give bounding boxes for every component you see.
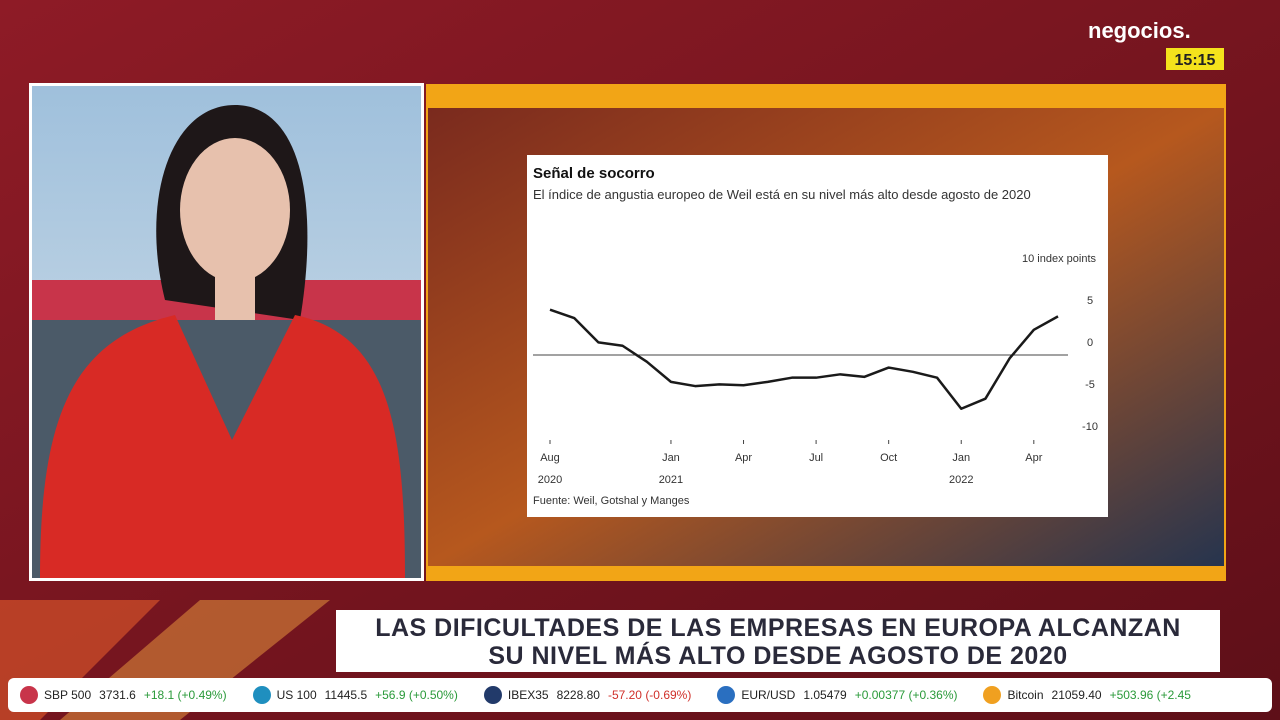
chart-subtitle: El índice de angustia europeo de Weil es… bbox=[533, 187, 1031, 202]
ticker-value: 8228.80 bbox=[556, 688, 600, 702]
chart-title: Señal de socorro bbox=[533, 165, 655, 182]
ticker: SBP 500 3731.6 +18.1 (+0.49%) US 100 11445.5… bbox=[8, 678, 1272, 712]
x-tick-label: Apr bbox=[1025, 452, 1043, 464]
ticker-name: US 100 bbox=[276, 688, 317, 702]
ticker-value: 3731.6 bbox=[99, 688, 136, 702]
ticker-change: -57.20 (-0.69%) bbox=[607, 688, 692, 702]
clock: 15:15 bbox=[1175, 52, 1216, 69]
ticker-icon bbox=[252, 686, 271, 704]
presenter-dress bbox=[40, 315, 405, 578]
presenter-face bbox=[180, 138, 290, 282]
ticker-change: +18.1 (+0.49%) bbox=[143, 688, 227, 702]
x-tick-label: Jan 2021 bbox=[658, 452, 684, 486]
x-tick-label: Apr bbox=[734, 452, 753, 464]
y-tick-label: 5 bbox=[1086, 295, 1094, 307]
ticker-name: Bitcoin bbox=[1007, 688, 1044, 702]
ticker-name: IBEX35 bbox=[507, 688, 549, 702]
headline-line: SU NIVEL MÁS ALTO DESDE AGOSTO DE 2020 bbox=[488, 642, 1068, 670]
ticker-item: US 100 11445.5 +56.9 (+0.50%) bbox=[252, 686, 458, 704]
y-tick-label: -5 bbox=[1085, 379, 1095, 391]
ticker-value: 11445.5 bbox=[324, 688, 368, 702]
ticker-icon bbox=[983, 686, 1002, 704]
ticker-change: +503.96 (+2.45 bbox=[1109, 688, 1191, 702]
headline-box bbox=[336, 610, 1220, 672]
chart-source: Fuente: Weil, Gotshal y Manges bbox=[533, 495, 690, 507]
x-tick-label: Oct bbox=[880, 452, 898, 464]
ticker-value: 21059.40 bbox=[1051, 688, 1102, 702]
ticker-change: +56.9 (+0.50%) bbox=[375, 688, 458, 702]
ticker-item: EUR/USD 1.05479 +0.00377 (+0.36%) bbox=[717, 686, 957, 704]
ticker-icon bbox=[20, 686, 38, 704]
x-tick-label: Aug 2020 bbox=[537, 452, 563, 486]
y-tick-label: 0 bbox=[1086, 337, 1094, 349]
ticker-item: IBEX35 8228.80 -57.20 (-0.69%) bbox=[483, 686, 692, 704]
brand: negocios. bbox=[1088, 18, 1191, 43]
clock-box bbox=[1166, 48, 1224, 70]
ticker-name: EUR/USD bbox=[741, 688, 796, 702]
ticker-item: Bitcoin 21059.40 +503.96 (+2.45 bbox=[983, 686, 1191, 704]
y-tick-label: -10 bbox=[1082, 421, 1098, 433]
series-line bbox=[549, 308, 1059, 411]
chart-card bbox=[527, 155, 1108, 517]
ticker-item: SBP 500 3731.6 +18.1 (+0.49%) bbox=[20, 686, 227, 704]
ticker-icon bbox=[483, 686, 502, 704]
x-tick-label: Jan 2022 bbox=[948, 452, 974, 486]
x-tick-label: Jul bbox=[809, 452, 824, 464]
ticker-name: SBP 500 bbox=[44, 688, 92, 702]
y-tick-label: 10 index points bbox=[1022, 253, 1096, 265]
ticker-icon bbox=[717, 686, 736, 704]
headline-line: LAS DIFICULTADES DE LAS EMPRESAS EN EURO… bbox=[375, 614, 1181, 642]
ticker-change: +0.00377 (+0.36%) bbox=[854, 688, 958, 702]
presenter-neck bbox=[215, 270, 255, 320]
ticker-value: 1.05479 bbox=[803, 688, 847, 702]
